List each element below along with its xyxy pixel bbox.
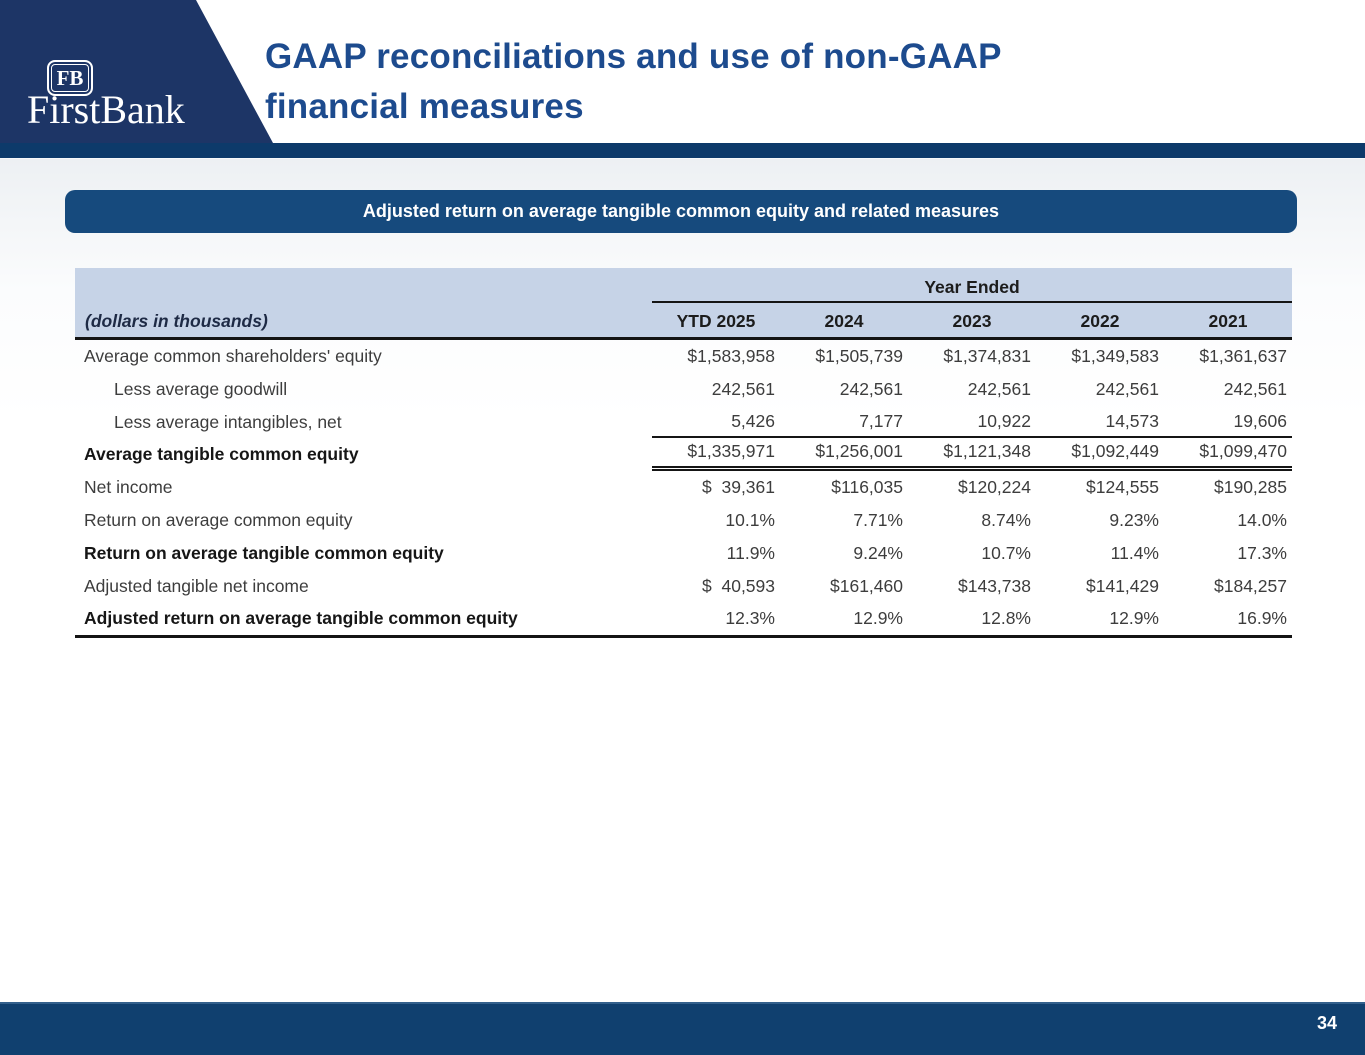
slide-header: FB FirstBank GAAP reconciliations and us… (0, 0, 1365, 143)
badge-initials: FB (56, 65, 84, 90)
cell-value: $184,257 (1214, 575, 1287, 596)
cell-value: 10.7% (981, 542, 1031, 563)
table-row: Adjusted return on average tangible comm… (75, 602, 1292, 635)
year-ended-header: Year Ended (652, 268, 1292, 303)
cell-value: 11.9% (726, 542, 775, 563)
row-label: Average tangible common equity (84, 444, 359, 465)
column-header-ytd-2025: YTD 2025 (676, 311, 756, 331)
cell-value: $190,285 (1214, 477, 1287, 498)
column-header-2022: 2022 (1080, 311, 1120, 331)
cell-value: 242,561 (967, 378, 1031, 399)
page-number: 34 (1316, 1013, 1337, 1033)
logo-panel: FB FirstBank (0, 0, 273, 143)
row-label: Adjusted return on average tangible comm… (84, 608, 518, 629)
cell-value: $ 39,361 (702, 477, 775, 498)
table-row: Adjusted tangible net income $ 40,593 $1… (75, 570, 1292, 603)
slide-title-line2: financial measures (265, 87, 584, 126)
row-label: Net income (84, 477, 173, 498)
firstbank-badge-icon: FB (47, 60, 93, 96)
cell-value: $1,349,583 (1071, 346, 1159, 366)
cell-value: $1,121,348 (908, 438, 1036, 472)
header-divider-bar (0, 143, 1365, 158)
cell-value: 7,177 (780, 406, 908, 439)
cell-value: $161,460 (830, 575, 903, 596)
row-label: Less average intangibles, net (114, 411, 342, 432)
cell-value: 16.9% (1237, 608, 1287, 629)
cell-value: 12.3% (725, 608, 775, 629)
cell-value: 242,561 (839, 378, 903, 399)
cell-value: $1,335,971 (652, 438, 780, 472)
column-header-2021: 2021 (1208, 311, 1248, 331)
cell-value: 8.74% (981, 509, 1031, 530)
cell-value: 12.9% (1109, 608, 1159, 629)
cell-value: $1,092,449 (1036, 438, 1164, 472)
cell-value: 14.0% (1237, 509, 1287, 530)
cell-value: 11.4% (1110, 542, 1159, 563)
cell-value: $1,099,470 (1164, 438, 1292, 472)
cell-value: 9.23% (1109, 509, 1159, 530)
cell-value: 14,573 (1036, 406, 1164, 439)
table-row: Net income $ 39,361 $116,035 $120,224 $1… (75, 471, 1292, 504)
cell-value: 12.9% (853, 608, 903, 629)
cell-value: $ 40,593 (702, 575, 775, 596)
cell-value: $116,035 (831, 477, 903, 498)
column-header-row: (dollars in thousands) YTD 2025 2024 202… (75, 303, 1292, 337)
table-row: Less average goodwill 242,561 242,561 24… (75, 373, 1292, 406)
cell-value: $1,374,831 (943, 346, 1031, 366)
section-banner-label: Adjusted return on average tangible comm… (362, 201, 1000, 221)
table-row: Less average intangibles, net 5,426 7,17… (75, 406, 1292, 439)
table-row: Return on average tangible common equity… (75, 537, 1292, 570)
table-body: Average common shareholders' equity $1,5… (75, 340, 1292, 639)
table-header: Year Ended (dollars in thousands) YTD 20… (75, 268, 1292, 340)
spacer-cell (75, 268, 652, 303)
row-label: Adjusted tangible net income (84, 575, 309, 596)
cell-value: 242,561 (711, 378, 775, 399)
cell-value: 242,561 (1223, 378, 1287, 399)
slide-title-line1: GAAP reconciliations and use of non-GAAP (265, 37, 1002, 76)
cell-value: $1,361,637 (1199, 346, 1287, 366)
cell-value: 5,426 (652, 406, 780, 439)
cell-value: 19,606 (1164, 406, 1292, 439)
units-note: (dollars in thousands) (85, 311, 268, 331)
firstbank-logo: FirstBank (27, 87, 185, 132)
cell-value: 10,922 (908, 406, 1036, 439)
cell-value: $124,555 (1086, 477, 1159, 498)
table-row: Average tangible common equity $1,335,97… (75, 438, 1292, 472)
cell-value: 17.3% (1237, 542, 1287, 563)
row-label: Return on average tangible common equity (84, 542, 444, 563)
cell-value: 242,561 (1095, 378, 1159, 399)
cell-value: 10.1% (725, 509, 775, 530)
table-row: Average common shareholders' equity $1,5… (75, 340, 1292, 373)
cell-value: 12.8% (981, 608, 1031, 629)
section-banner: Adjusted return on average tangible comm… (65, 190, 1297, 233)
cell-value: 7.71% (853, 509, 903, 530)
cell-value: $120,224 (958, 477, 1031, 498)
gaap-reconciliation-table: Year Ended (dollars in thousands) YTD 20… (75, 268, 1292, 639)
cell-value: $1,505,739 (815, 346, 903, 366)
slide-title: GAAP reconciliations and use of non-GAAP… (265, 32, 1002, 132)
cell-value: $1,256,001 (780, 438, 908, 472)
cell-value: $141,429 (1086, 575, 1159, 596)
row-label: Average common shareholders' equity (84, 346, 382, 366)
cell-value: 9.24% (853, 542, 903, 563)
table-row: Return on average common equity 10.1% 7.… (75, 504, 1292, 537)
row-label: Return on average common equity (84, 509, 353, 530)
slide-footer: 34 (0, 1002, 1365, 1055)
column-header-2023: 2023 (952, 311, 992, 331)
cell-value: $1,583,958 (687, 346, 775, 366)
row-label: Less average goodwill (114, 378, 288, 399)
cell-value: $143,738 (958, 575, 1031, 596)
year-ended-row: Year Ended (75, 268, 1292, 303)
column-header-2024: 2024 (824, 311, 864, 331)
